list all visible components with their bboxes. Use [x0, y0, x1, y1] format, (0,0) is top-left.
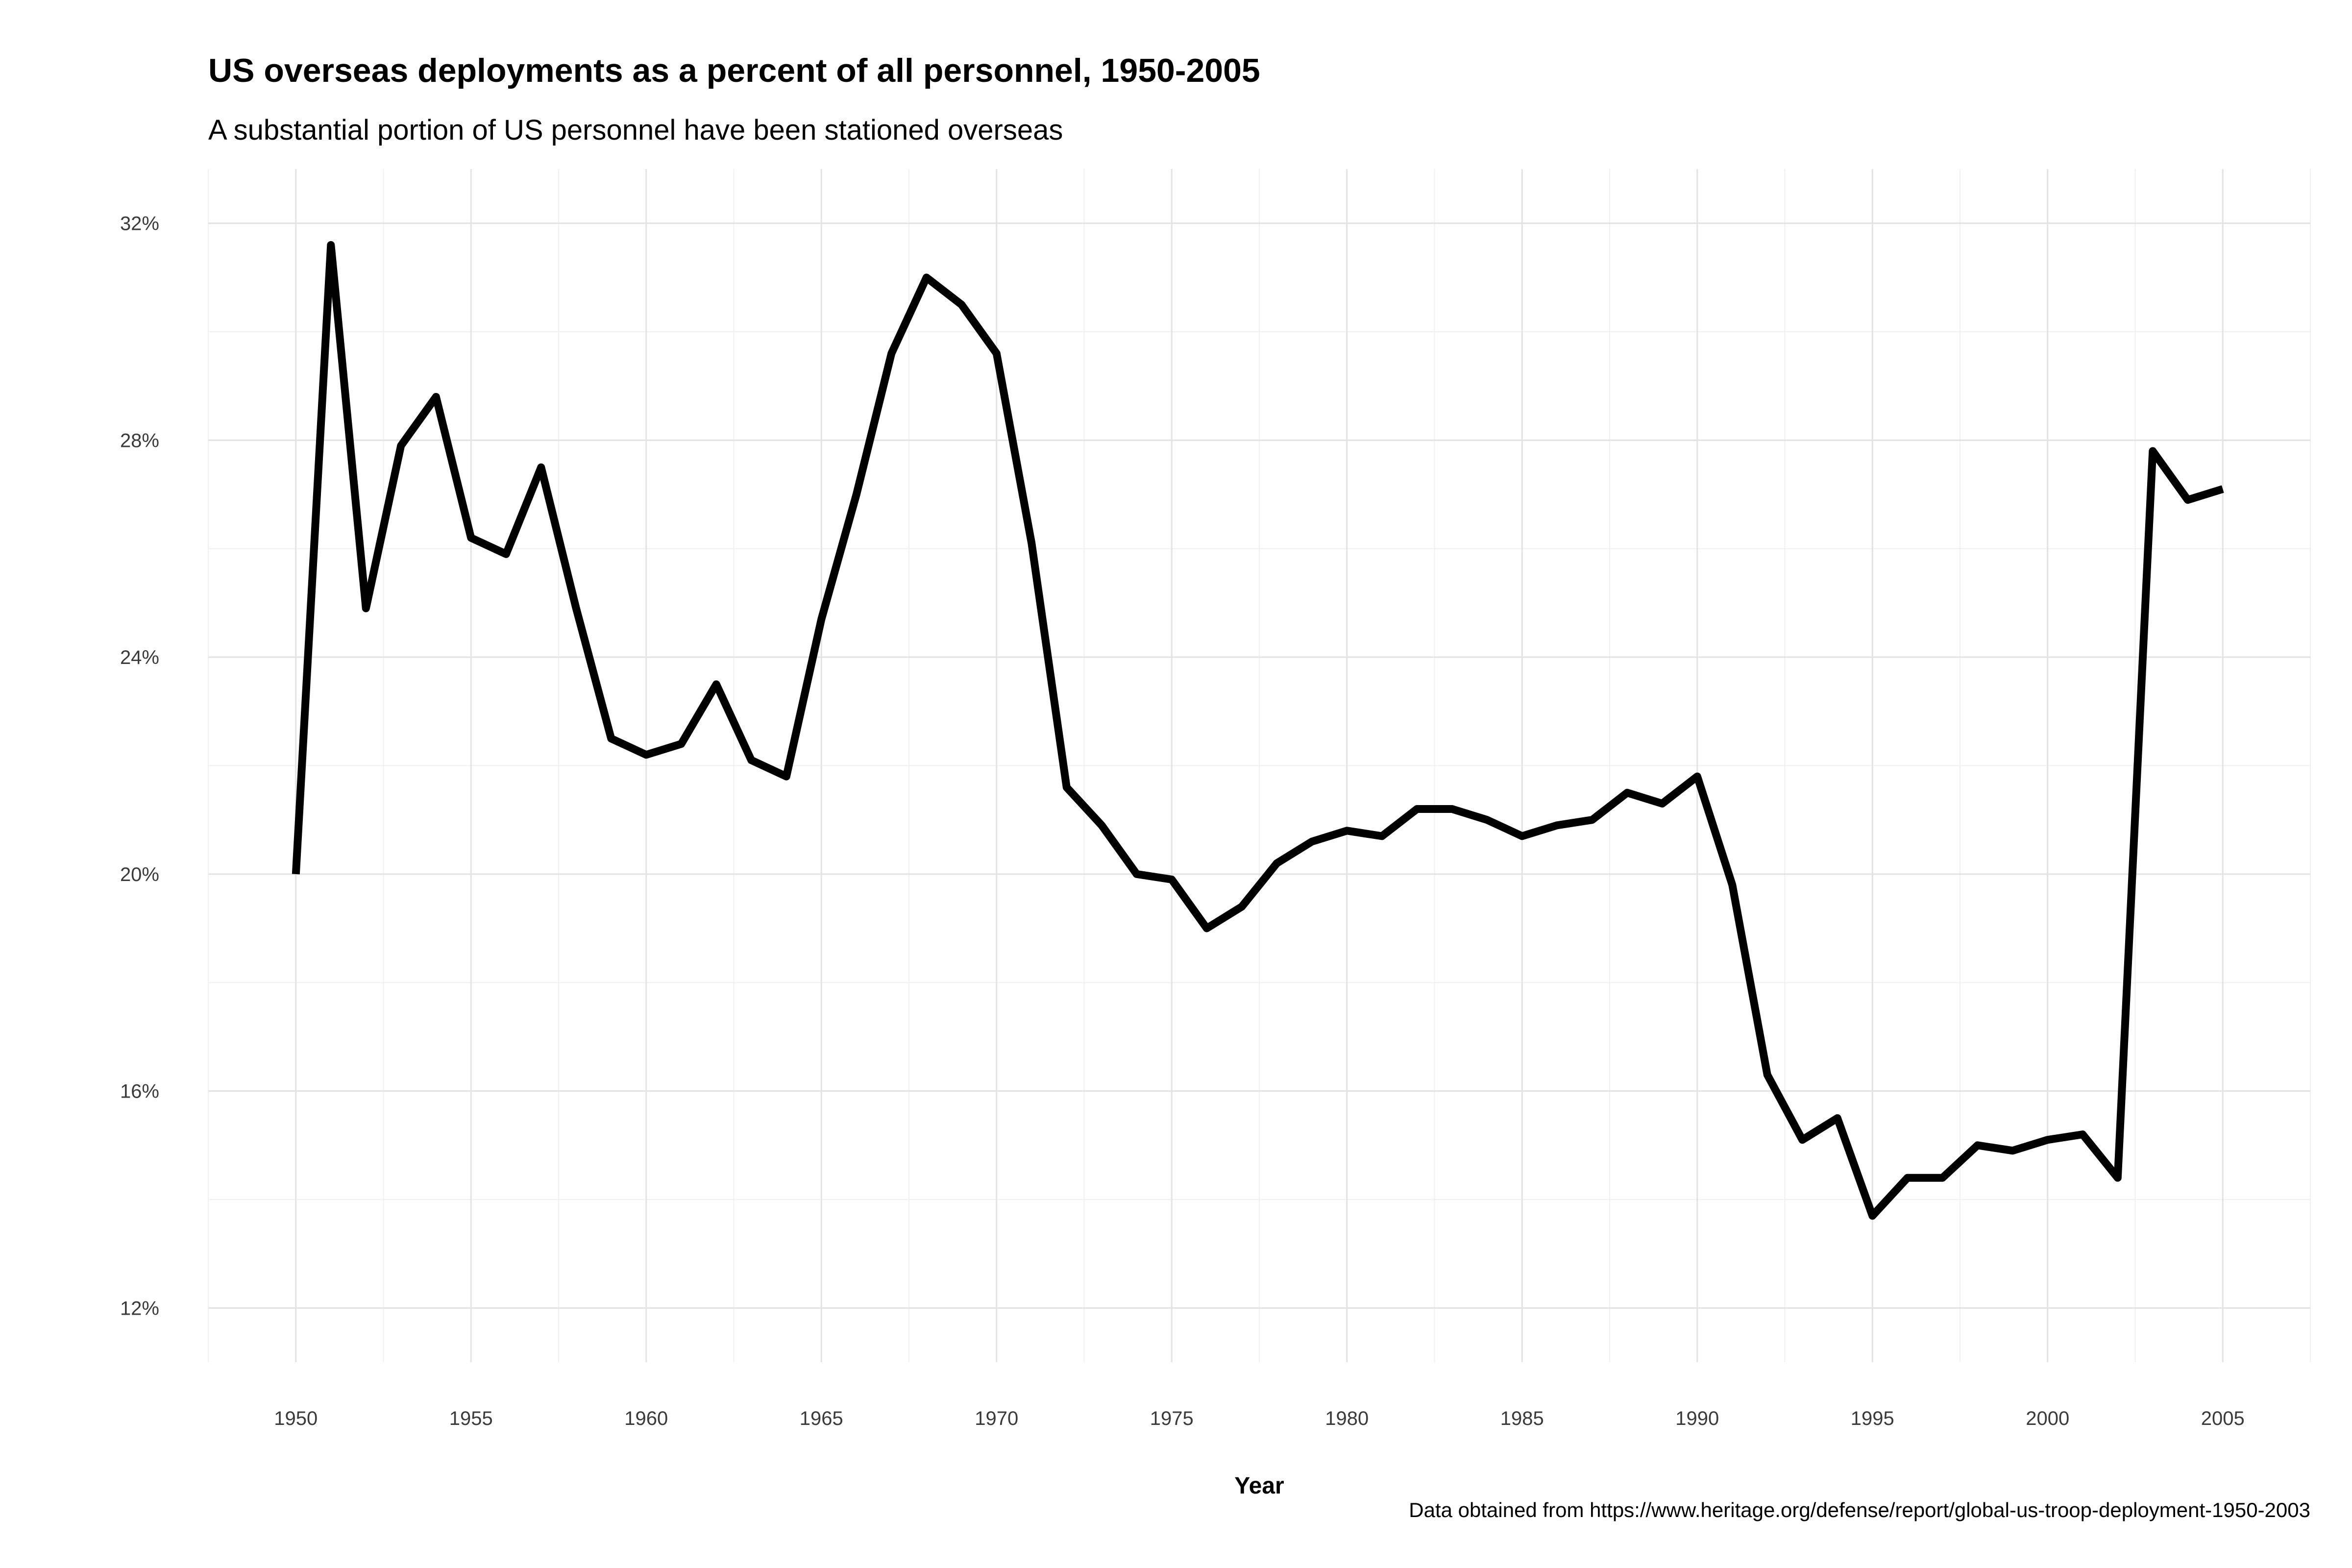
x-tick-label: 1995 [1851, 1408, 1894, 1429]
x-tick-label: 2000 [2026, 1408, 2069, 1429]
x-tick-label: 1950 [274, 1408, 318, 1429]
y-tick-label: 32% [120, 213, 159, 235]
x-tick-label: 1975 [1150, 1408, 1194, 1429]
x-tick-label: 1965 [800, 1408, 843, 1429]
series-line [292, 241, 2224, 1220]
major-gridlines [208, 169, 2310, 1362]
plot-area: 12%16%20%24%28%32% 1950 1955 1960 1965 1970 1… [120, 169, 2311, 1429]
x-axis-title: Year [1234, 1473, 1284, 1499]
y-tick-label: 16% [120, 1081, 159, 1102]
x-tick-label: 1960 [624, 1408, 668, 1429]
chart-subtitle: A substantial portion of US personnel ha… [208, 114, 1063, 146]
x-tick-label: 1970 [975, 1408, 1018, 1429]
x-tick-label: 2005 [2201, 1408, 2245, 1429]
x-tick-label: 1980 [1325, 1408, 1369, 1429]
y-axis-ticks: 12% 16% 20% 24% 28% 32% [120, 213, 159, 1320]
x-tick-label: 1955 [449, 1408, 493, 1429]
y-tick-label: 20% [120, 864, 159, 885]
series-layer [292, 241, 2224, 1220]
chart-caption: Data obtained from https://www.heritage.… [1409, 1498, 2310, 1521]
chart-title: US overseas deployments as a percent of … [208, 52, 1260, 89]
minor-gridlines [208, 169, 2311, 1362]
y-tick-label: 12% [120, 1298, 159, 1319]
x-tick-label: 1985 [1500, 1408, 1544, 1429]
y-tick-label: 28% [120, 430, 159, 451]
y-tick-label: 24% [120, 647, 159, 668]
x-tick-label: 1990 [1675, 1408, 1719, 1429]
x-axis-ticks: 1950 1955 1960 1965 1970 1975 1980 1985 1990 1995… [274, 1408, 2244, 1429]
